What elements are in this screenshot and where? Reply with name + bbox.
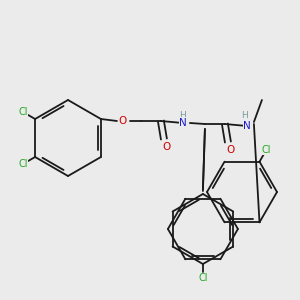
Text: Cl: Cl <box>18 159 28 169</box>
Text: N: N <box>179 118 187 128</box>
Text: O: O <box>119 116 127 126</box>
Text: N: N <box>243 121 251 131</box>
Text: O: O <box>163 142 171 152</box>
Text: Cl: Cl <box>198 273 208 283</box>
Text: O: O <box>227 145 235 155</box>
Text: Cl: Cl <box>18 107 28 117</box>
Text: H: H <box>242 112 248 121</box>
Text: H: H <box>179 110 186 119</box>
Text: Cl: Cl <box>262 145 271 154</box>
